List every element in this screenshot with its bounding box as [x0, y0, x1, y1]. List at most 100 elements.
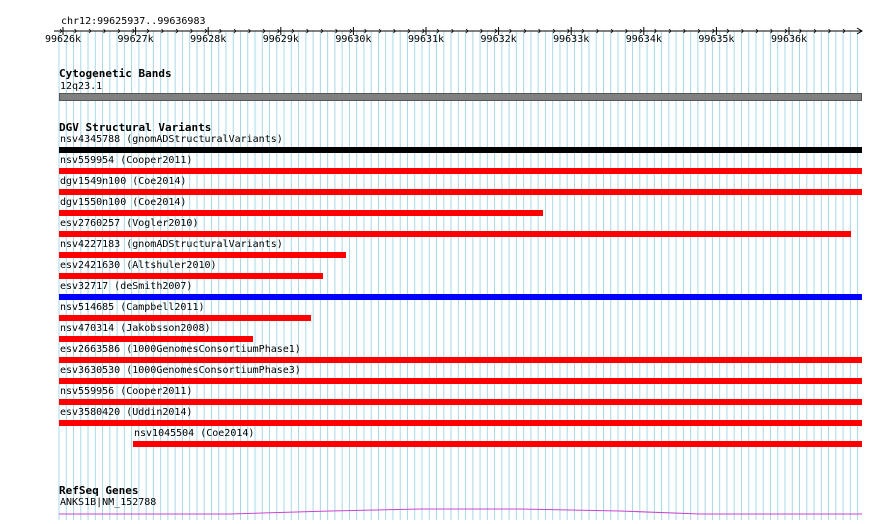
variant-bar[interactable] [59, 210, 543, 216]
refseq-gene-label[interactable]: ANKS1B|NM_152788 [60, 497, 157, 508]
ruler-direction-arrow [813, 28, 817, 34]
ruler-tick-label: 99629k [262, 34, 299, 45]
variant-bar[interactable] [59, 336, 253, 342]
ruler-arrow [856, 27, 863, 35]
ruler-direction-arrow [262, 28, 266, 34]
ruler-direction-arrow [422, 28, 426, 34]
variant-label[interactable]: dgv1549n100 (Coe2014) [60, 176, 187, 187]
variant-label[interactable]: nsv4227183 (gnomADStructuralVariants) [60, 239, 283, 250]
ruler-direction-arrow [538, 28, 542, 34]
ruler-direction-arrow [770, 28, 774, 34]
variant-bar[interactable] [59, 315, 311, 321]
cytoband-12q23-1[interactable] [59, 93, 862, 101]
ruler-direction-arrow [625, 28, 629, 34]
ruler-direction-arrow [407, 28, 411, 34]
ruler-direction-arrow [248, 28, 252, 34]
variant-bar[interactable] [59, 273, 323, 279]
variant-bar[interactable] [133, 441, 862, 447]
variant-label[interactable]: esv32717 (deSmith2007) [60, 281, 193, 292]
ruler-direction-arrow [523, 28, 527, 34]
ruler-direction-arrow [726, 28, 730, 34]
variant-bar[interactable] [59, 294, 862, 300]
ruler-direction-arrow [74, 28, 78, 34]
variant-label[interactable]: esv2663586 (1000GenomesConsortiumPhase1) [60, 344, 301, 355]
ruler-direction-arrow [436, 28, 440, 34]
ruler-direction-arrow [378, 28, 382, 34]
variant-bar[interactable] [59, 378, 862, 384]
ruler-direction-arrow [393, 28, 397, 34]
ruler-direction-arrow [175, 28, 179, 34]
location-label: chr12:99625937..99636983 [61, 16, 206, 27]
ruler-direction-arrow [219, 28, 223, 34]
ruler-tick-label: 99636k [770, 34, 808, 45]
ruler-direction-arrow [494, 28, 498, 34]
ruler-tick-label: 99632k [480, 34, 517, 45]
ruler-tick-label: 99631k [407, 34, 445, 45]
ruler-direction-arrow [465, 28, 469, 34]
variant-bar[interactable] [59, 420, 862, 426]
variant-label[interactable]: nsv1045504 (Coe2014) [134, 428, 255, 439]
variant-bar[interactable] [59, 168, 862, 174]
ruler-direction-arrow [190, 28, 194, 34]
ruler-direction-arrow [335, 28, 339, 34]
ruler-direction-arrow [610, 28, 614, 34]
ruler-direction-arrow [552, 28, 556, 34]
ruler-direction-arrow [132, 28, 136, 34]
ruler-direction-arrow [364, 28, 368, 34]
ruler-direction-arrow [639, 28, 643, 34]
ruler-tick-label: 99633k [553, 34, 590, 45]
ruler-direction-arrow [161, 28, 165, 34]
ruler-direction-arrow [291, 28, 295, 34]
variant-label[interactable]: nsv514685 (Campbell2011) [60, 302, 205, 313]
cytogenetic-bands-title: Cytogenetic Bands [59, 67, 172, 80]
ruler-direction-arrow [349, 28, 353, 34]
variant-label[interactable]: nsv559956 (Cooper2011) [60, 386, 193, 397]
gene-line-path [59, 508, 862, 515]
ruler-direction-arrow [306, 28, 310, 34]
ruler-direction-arrow [204, 28, 208, 34]
ruler-tick-label: 99628k [190, 34, 227, 45]
variant-bar[interactable] [59, 189, 862, 195]
ruler-direction-arrow [451, 28, 455, 34]
variant-bar[interactable] [59, 399, 862, 405]
ruler-direction-arrow [741, 28, 745, 34]
ruler-tick-label: 99630k [335, 34, 372, 45]
variant-bar[interactable] [59, 231, 851, 237]
ruler-direction-arrow [683, 28, 687, 34]
ruler-direction-arrow [668, 28, 672, 34]
variant-label[interactable]: esv3630530 (1000GenomesConsortiumPhase3) [60, 365, 301, 376]
variant-label[interactable]: nsv470314 (Jakobsson2008) [60, 323, 211, 334]
ruler-direction-arrow [712, 28, 716, 34]
variant-bar[interactable] [59, 357, 862, 363]
gene-ANKS1B-line[interactable] [0, 505, 890, 517]
ruler-direction-arrow [103, 28, 107, 34]
ruler-direction-arrow [799, 28, 803, 34]
ruler-direction-arrow [59, 28, 63, 34]
ruler-direction-arrow [567, 28, 571, 34]
variant-label[interactable]: esv2760257 (Vogler2010) [60, 218, 199, 229]
ruler-direction-arrow [828, 28, 832, 34]
variant-label[interactable]: esv3580420 (Uddin2014) [60, 407, 193, 418]
variant-bar[interactable] [59, 147, 862, 153]
variant-bar[interactable] [59, 252, 346, 258]
ruler-tick-label: 99627k [117, 34, 154, 45]
variant-label[interactable]: dgv1550n100 (Coe2014) [60, 197, 187, 208]
variant-label[interactable]: nsv559954 (Cooper2011) [60, 155, 193, 166]
ruler-tick-label: 99635k [698, 34, 735, 45]
ruler-direction-arrow [596, 28, 600, 34]
dgv-track-title: DGV Structural Variants [59, 121, 212, 134]
ruler-direction-arrow [784, 28, 788, 34]
ruler-direction-arrow [277, 28, 281, 34]
ruler-tick-label: 99626k [44, 34, 82, 45]
refseq-genes-title: RefSeq Genes [59, 484, 139, 497]
cytoband-label: 12q23.1 [60, 81, 103, 92]
ruler-direction-arrow [146, 28, 150, 34]
ruler-direction-arrow [480, 28, 484, 34]
variant-label[interactable]: nsv4345788 (gnomADStructuralVariants) [60, 134, 283, 145]
ruler-direction-arrow [755, 28, 759, 34]
variant-label[interactable]: esv2421630 (Altshuler2010) [60, 260, 217, 271]
ruler-direction-arrow [509, 28, 513, 34]
ruler-tick-label: 99634k [625, 34, 662, 45]
ruler-direction-arrow [581, 28, 585, 34]
ruler-direction-arrow [842, 28, 846, 34]
